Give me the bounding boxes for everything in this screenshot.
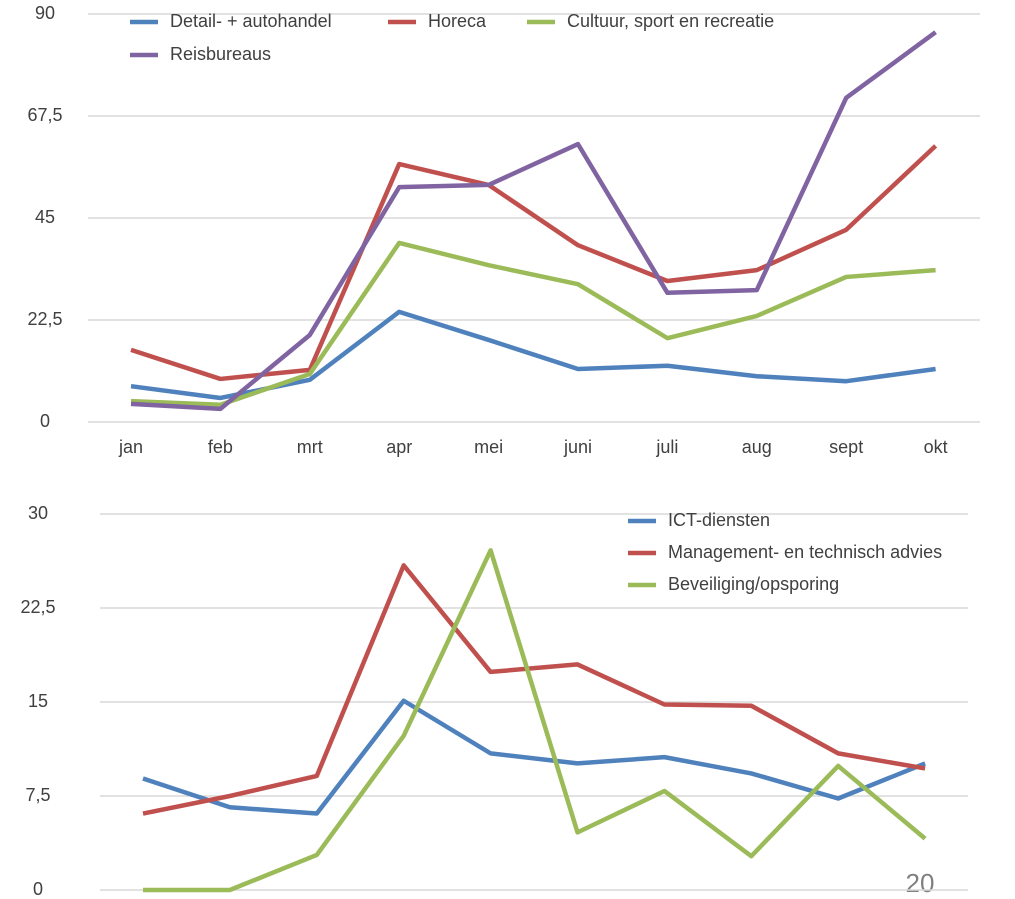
x-tick-label: mei <box>474 437 503 457</box>
x-tick-label: jan <box>118 437 143 457</box>
series-line <box>142 563 926 816</box>
y-tick-label: 45 <box>35 207 55 227</box>
y-tick-label: 67,5 <box>27 105 62 125</box>
series-line <box>130 144 938 382</box>
series-line <box>142 698 926 816</box>
y-tick-label: 0 <box>33 879 43 899</box>
series-line <box>130 30 937 412</box>
x-tick-label: apr <box>386 437 412 457</box>
legend-label: ICT-diensten <box>668 510 770 530</box>
x-tick-label: okt <box>924 437 948 457</box>
y-tick-label: 90 <box>35 3 55 23</box>
page-number: 20 <box>906 868 935 898</box>
legend-label: Management- en technisch advies <box>668 542 942 562</box>
x-tick-label: juni <box>563 437 592 457</box>
legend-label: Detail- + autohandel <box>170 11 332 31</box>
y-tick-label: 15 <box>28 691 48 711</box>
y-tick-label: 22,5 <box>27 309 62 329</box>
x-tick-label: feb <box>208 437 233 457</box>
series-line <box>143 548 927 893</box>
x-tick-label: aug <box>742 437 772 457</box>
x-tick-label: sept <box>829 437 863 457</box>
x-tick-label: juli <box>655 437 678 457</box>
x-tick-label: mrt <box>297 437 323 457</box>
series-line <box>130 240 936 408</box>
y-tick-label: 7,5 <box>25 785 50 805</box>
legend-label: Reisbureaus <box>170 44 271 64</box>
legend-label: Horeca <box>428 11 487 31</box>
legend-label: Beveiliging/opsporing <box>668 574 839 594</box>
y-tick-label: 30 <box>28 503 48 523</box>
legend-label: Cultuur, sport en recreatie <box>567 11 774 31</box>
y-tick-label: 22,5 <box>20 597 55 617</box>
y-tick-label: 0 <box>40 411 50 431</box>
